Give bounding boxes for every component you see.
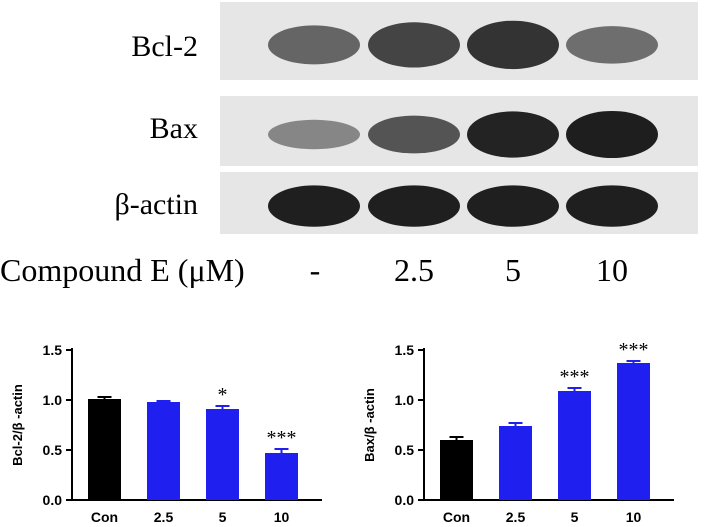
- blot-band: [566, 110, 658, 159]
- y-tick-label: 1.0: [43, 392, 63, 408]
- blot-band: [268, 185, 360, 227]
- concentration-value: -: [309, 252, 321, 288]
- blot-band: [368, 115, 460, 154]
- significance-marker: ***: [560, 366, 590, 388]
- blot-band: [268, 25, 360, 65]
- y-tick-label: 0.5: [395, 442, 415, 458]
- concentration-label: Compound E (μM): [0, 252, 245, 288]
- bar: [206, 409, 239, 500]
- blot-band: [268, 119, 360, 150]
- x-tick-label: 2.5: [154, 509, 174, 525]
- significance-marker: *: [218, 384, 228, 406]
- bar: [265, 453, 298, 500]
- x-tick-label: 10: [626, 509, 642, 525]
- concentration-value: 2.5: [394, 252, 434, 288]
- bax-chart-svg: Bax/β -actin 0.0 0.5 1.0 1.5 Con 2.5 *** 5 *** 10: [362, 339, 674, 525]
- blot-band: [368, 22, 460, 68]
- bcl2-chart-svg: Bcl-2/β -actin 0.0 0.5 1.0 1.5 Con 2.5 * 5 *** 10: [10, 342, 322, 525]
- blot-label-bax: Bax: [149, 112, 198, 145]
- blot-bands-actin: [220, 172, 698, 234]
- blot-label-actin: β-actin: [114, 188, 198, 221]
- y-axis-label: Bcl-2/β -actin: [10, 384, 25, 466]
- concentration-row: Compound E (μM) - 2.5 5 10: [0, 252, 706, 292]
- blot-strip-actin: [220, 172, 698, 234]
- concentration-value: 10: [596, 252, 628, 288]
- blot-bands-bcl2: [220, 2, 698, 80]
- y-tick-label: 0.0: [43, 492, 63, 508]
- bar: [617, 363, 650, 500]
- blot-strip-bax: [220, 96, 698, 166]
- blot-label-bcl2: Bcl-2: [131, 30, 198, 63]
- significance-marker: ***: [267, 427, 297, 449]
- bar: [88, 399, 121, 500]
- bax-bar-chart: Bax/β -actin 0.0 0.5 1.0 1.5 Con 2.5 *** 5 *** 10: [352, 325, 682, 527]
- x-tick-label: 5: [571, 509, 579, 525]
- y-tick-label: 1.0: [395, 392, 415, 408]
- y-tick-label: 0.0: [395, 492, 415, 508]
- x-tick-label: Con: [91, 509, 118, 525]
- blot-band: [467, 20, 559, 70]
- bcl2-bar-chart: Bcl-2/β -actin 0.0 0.5 1.0 1.5 Con 2.5 * 5 *** 10: [0, 325, 330, 527]
- y-tick-label: 0.5: [43, 442, 63, 458]
- significance-marker: ***: [619, 339, 649, 361]
- x-tick-label: 10: [274, 509, 290, 525]
- blot-band: [566, 185, 658, 227]
- bar: [147, 402, 180, 500]
- y-tick-label: 1.5: [43, 342, 63, 358]
- x-tick-label: 5: [219, 509, 227, 525]
- blot-band: [467, 185, 559, 227]
- blot-bands-bax: [220, 96, 698, 166]
- x-tick-label: Con: [443, 509, 470, 525]
- blot-strip-bcl2: [220, 2, 698, 80]
- bar: [558, 391, 591, 500]
- y-tick-label: 1.5: [395, 342, 415, 358]
- blot-band: [368, 185, 460, 227]
- concentration-value: 5: [505, 252, 521, 288]
- y-axis-label: Bax/β -actin: [362, 388, 377, 462]
- bar: [440, 440, 473, 500]
- blot-band: [467, 111, 559, 158]
- x-tick-label: 2.5: [506, 509, 526, 525]
- blot-band: [566, 26, 658, 64]
- bar: [499, 426, 532, 500]
